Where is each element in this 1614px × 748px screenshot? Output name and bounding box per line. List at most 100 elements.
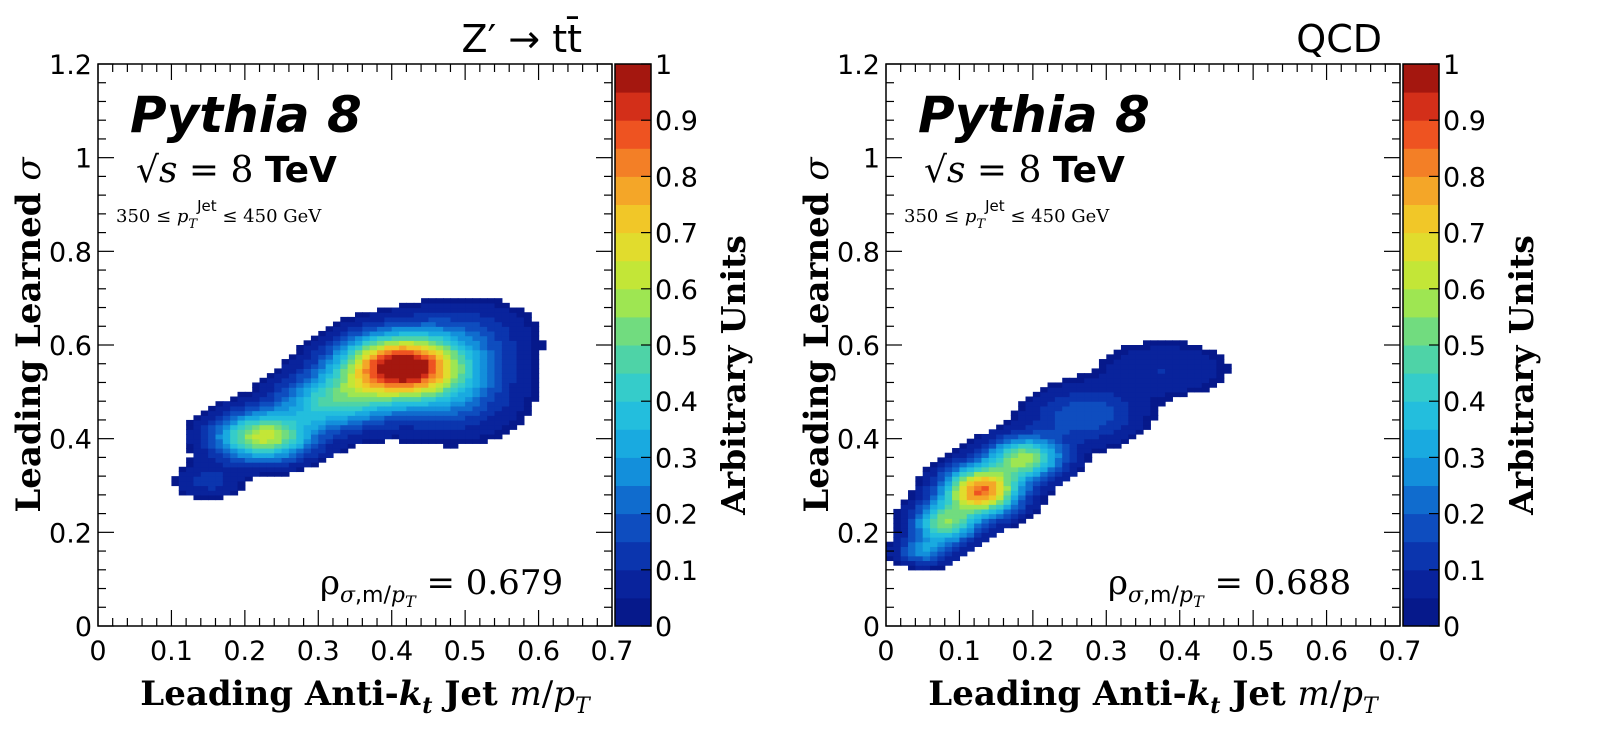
heatmap-cell — [915, 513, 924, 519]
heatmap-cell — [1069, 462, 1078, 468]
heatmap-cell — [1062, 396, 1071, 402]
heatmap-cell — [966, 532, 975, 538]
heatmap-cell — [318, 419, 327, 426]
heatmap-cell — [1025, 457, 1034, 463]
heatmap-cell — [1076, 415, 1085, 421]
heatmap-cell — [413, 415, 422, 421]
heatmap-cell — [966, 504, 975, 510]
heatmap-cell — [1032, 480, 1041, 487]
heatmap-cell — [428, 298, 437, 304]
heatmap-cell — [457, 302, 466, 309]
heatmap-cell — [303, 443, 312, 449]
heatmap-cell — [443, 302, 452, 309]
heatmap-cell — [523, 405, 532, 412]
x-tick-label: 0 — [877, 636, 894, 667]
heatmap-cell — [1084, 429, 1093, 435]
heatmap-cell — [501, 377, 510, 384]
heatmap-cell — [1003, 448, 1012, 454]
heatmap-cell — [509, 377, 518, 384]
heatmap-cell — [1062, 387, 1071, 393]
heatmap-cell — [959, 518, 968, 524]
heatmap-cell — [1098, 415, 1107, 421]
heatmap-cell — [435, 307, 444, 313]
heatmap-cell — [1025, 471, 1034, 477]
heatmap-cell — [487, 349, 496, 355]
heatmap-cell — [1150, 382, 1159, 388]
heatmap-cell — [413, 335, 422, 341]
correlation-label: ρσ,m/pT = 0.679 — [320, 563, 563, 611]
heatmap-cell — [391, 345, 400, 351]
heatmap-cell — [922, 476, 931, 482]
heatmap-cell — [1003, 494, 1012, 501]
heatmap-cell — [325, 396, 334, 402]
heatmap-cell — [1187, 373, 1195, 379]
heatmap-cell — [966, 546, 975, 552]
heatmap-cell — [988, 480, 997, 487]
heatmap-cell — [1091, 382, 1100, 388]
heatmap-cell — [966, 438, 975, 444]
heatmap-cell — [1120, 354, 1129, 360]
heatmap-cell — [391, 316, 400, 323]
heatmap-cell — [399, 382, 407, 388]
heatmap-cell — [966, 443, 975, 449]
heatmap-cell — [237, 415, 246, 421]
heatmap-cell — [377, 410, 385, 416]
heatmap-cell — [959, 541, 968, 547]
heatmap-cell — [274, 424, 283, 430]
heatmap-cell — [922, 527, 931, 533]
heatmap-cell — [996, 443, 1005, 449]
heatmap-cell — [1025, 410, 1034, 416]
heatmap-cell — [1091, 368, 1100, 374]
heatmap-cell — [413, 321, 422, 327]
heatmap-cell — [1157, 363, 1166, 370]
heatmap-cell — [413, 349, 422, 355]
heatmap-cell — [457, 349, 466, 355]
heatmap-cell — [1179, 354, 1188, 360]
heatmap-cell — [1069, 466, 1078, 473]
heatmap-cell — [1201, 359, 1210, 365]
heatmap-cell — [1025, 452, 1034, 458]
heatmap-cell — [501, 396, 510, 402]
heatmap-cell — [355, 382, 363, 388]
heatmap-cell — [981, 518, 990, 524]
heatmap-cell — [494, 429, 503, 435]
heatmap-cell — [1069, 448, 1078, 454]
heatmap-cell — [981, 433, 990, 440]
heatmap-cell — [288, 419, 297, 426]
heatmap-cell — [1120, 410, 1129, 416]
heatmap-cell — [450, 307, 459, 313]
colorbar-segment — [615, 401, 651, 430]
heatmap-cell — [1032, 485, 1041, 491]
heatmap-cell — [443, 359, 452, 365]
heatmap-cell — [1032, 466, 1041, 473]
heatmap-cell — [450, 349, 459, 355]
heatmap-cell — [1157, 368, 1166, 374]
heatmap-cell — [266, 424, 275, 430]
heatmap-cell — [1010, 485, 1019, 491]
heatmap-cell — [1201, 363, 1210, 370]
heatmap-cell — [413, 363, 422, 370]
heatmap-cell — [1106, 387, 1115, 393]
heatmap-cell — [1135, 396, 1144, 402]
heatmap-cell — [303, 396, 312, 402]
heatmap-cell — [494, 391, 503, 398]
heatmap-cell — [347, 415, 356, 421]
heatmap-cell — [516, 354, 525, 360]
colorbar-segment — [615, 176, 651, 205]
chart-title: Z′ → tt̄ — [462, 17, 582, 61]
heatmap-cell — [230, 457, 239, 463]
heatmap-cell — [355, 321, 363, 327]
heatmap-cell — [952, 551, 961, 557]
heatmap-cell — [1025, 476, 1034, 482]
heatmap-cell — [1113, 433, 1122, 440]
heatmap-cell — [362, 438, 371, 444]
heatmap-cell — [347, 359, 356, 365]
heatmap-cell — [281, 433, 290, 440]
heatmap-cell — [952, 462, 961, 468]
heatmap-cell — [1135, 349, 1144, 355]
heatmap-cell — [281, 387, 290, 393]
heatmap-cell — [200, 480, 209, 487]
heatmap-cell — [391, 377, 400, 384]
heatmap-cell — [988, 452, 997, 458]
heatmap-cell — [494, 302, 503, 309]
